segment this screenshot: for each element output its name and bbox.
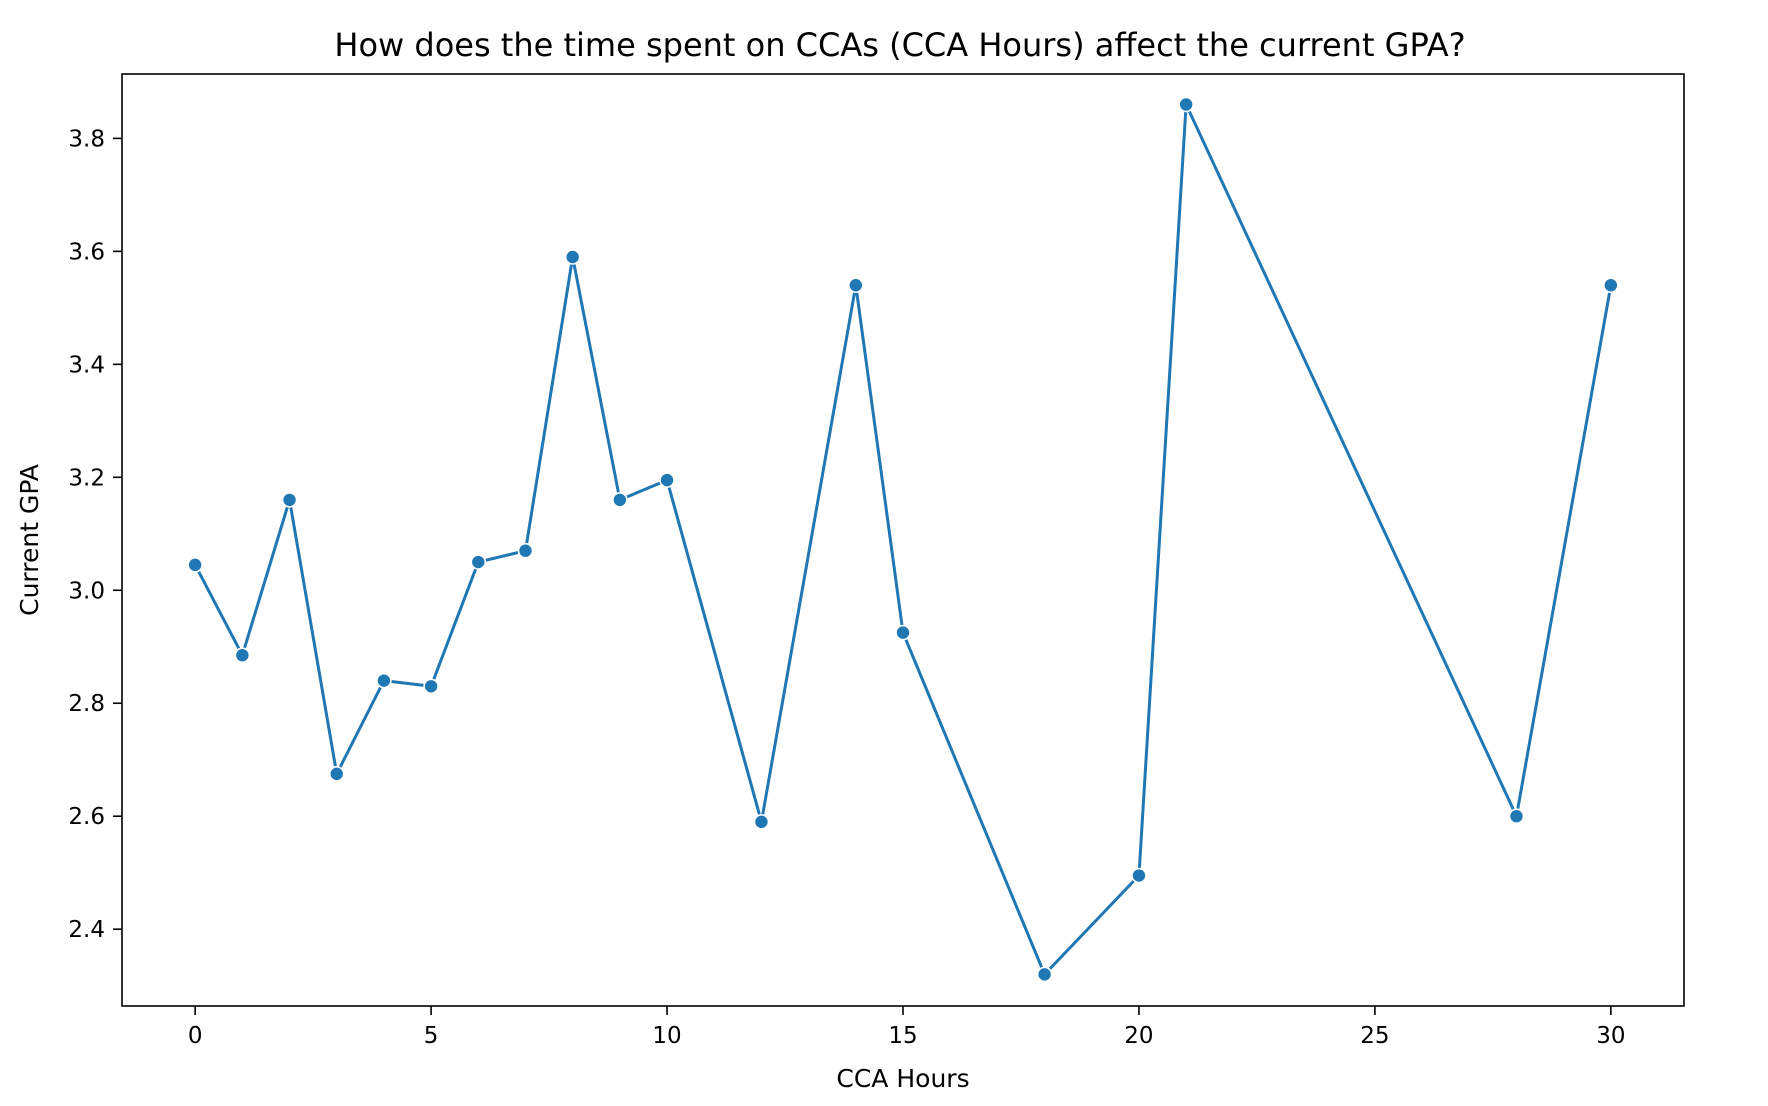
y-tick-label: 2.4 — [68, 917, 105, 943]
series-layer — [187, 96, 1619, 983]
data-point — [1178, 96, 1194, 113]
data-point — [423, 678, 439, 695]
data-point — [1036, 966, 1053, 983]
data-point — [328, 766, 345, 782]
y-axis-ticks: 2.4 2.6 2.8 3.0 3.2 3.4 3.6 3.8 — [68, 126, 122, 943]
x-tick-label: 15 — [888, 1023, 917, 1049]
x-tick-label: 10 — [652, 1023, 681, 1049]
data-point — [517, 542, 534, 559]
y-tick-label: 2.6 — [68, 804, 105, 830]
data-point — [234, 647, 251, 664]
x-tick-label: 0 — [188, 1023, 203, 1049]
data-point — [187, 557, 203, 573]
data-point — [1508, 808, 1525, 825]
data-point — [1603, 277, 1619, 294]
chart-title: How does the time spent on CCAs (CCA Hou… — [334, 26, 1465, 64]
plot-area-frame — [121, 73, 1685, 1007]
data-point — [895, 624, 911, 641]
y-tick-label: 3.4 — [68, 352, 105, 378]
x-axis-ticks: 0 5 10 15 20 25 30 — [188, 1006, 1625, 1049]
data-point — [470, 554, 487, 570]
x-axis-label: CCA Hours — [836, 1064, 969, 1093]
x-tick-label: 25 — [1360, 1023, 1389, 1049]
x-tick-label: 20 — [1124, 1023, 1153, 1049]
data-point — [612, 492, 628, 508]
data-point — [659, 472, 675, 488]
data-point — [753, 814, 770, 830]
x-tick-label: 5 — [424, 1023, 439, 1049]
data-point — [281, 492, 298, 508]
y-tick-label: 3.0 — [68, 578, 105, 604]
y-tick-label: 2.8 — [68, 691, 105, 717]
data-point — [376, 672, 392, 689]
y-axis-label: Current GPA — [15, 464, 44, 616]
data-point — [848, 277, 864, 294]
y-tick-label: 3.6 — [68, 239, 105, 265]
y-tick-label: 3.8 — [68, 126, 105, 152]
data-point — [1131, 867, 1147, 884]
y-tick-label: 3.2 — [68, 465, 105, 491]
x-tick-label: 30 — [1596, 1023, 1625, 1049]
data-point — [564, 249, 581, 265]
